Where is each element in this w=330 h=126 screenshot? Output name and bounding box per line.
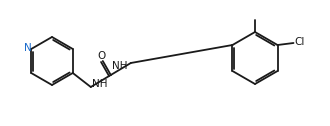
Text: NH: NH xyxy=(92,79,108,89)
Text: Cl: Cl xyxy=(294,37,305,47)
Text: NH: NH xyxy=(112,61,127,71)
Text: O: O xyxy=(98,51,106,61)
Text: N: N xyxy=(24,43,32,53)
